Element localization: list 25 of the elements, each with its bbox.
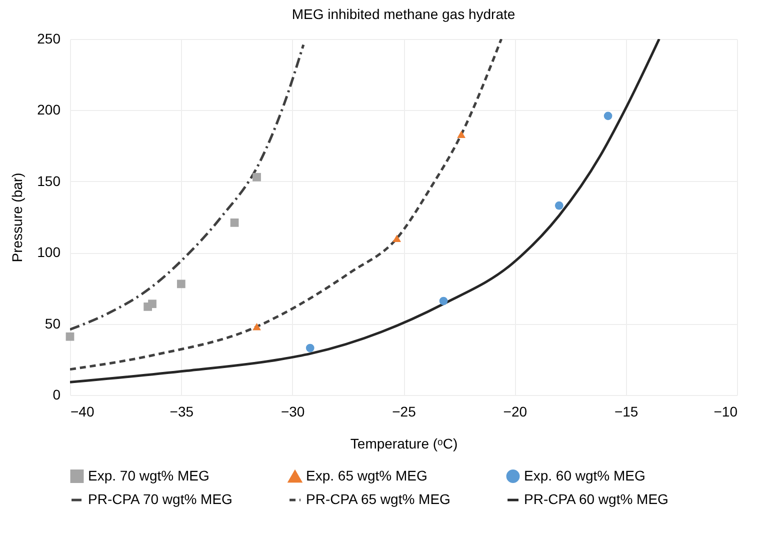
y-tick-label: 100 [37, 244, 61, 260]
x-axis-title: Temperature (ᵒC) [350, 436, 458, 452]
chart-title: MEG inhibited methane gas hydrate [292, 6, 516, 22]
x-tick-label: −40 [70, 404, 94, 420]
legend-label: PR-CPA 65 wgt% MEG [306, 491, 450, 507]
y-axis-title: Pressure (bar) [9, 172, 26, 262]
legend-label: PR-CPA 60 wgt% MEG [524, 491, 668, 507]
x-tick-label: −15 [614, 404, 638, 420]
line-series [70, 39, 503, 371]
legend-label: Exp. 60 wgt% MEG [524, 467, 646, 484]
y-tick-label: 50 [44, 315, 61, 332]
x-tick-label: −20 [503, 404, 528, 420]
x-tick-label: −30 [280, 404, 305, 420]
x-tick-label: −35 [170, 404, 194, 420]
x-tick-label: −10 [714, 404, 738, 420]
legend-label: Exp. 65 wgt% MEG [306, 468, 428, 484]
legend-label: Exp. 70 wgt% MEG [88, 467, 210, 484]
line-series [70, 43, 305, 331]
x-tick-label: −25 [392, 404, 416, 420]
legend-label: PR-CPA 70 wgt% MEG [88, 491, 232, 507]
y-tick-label: 200 [37, 102, 61, 118]
y-tick-label: 150 [37, 172, 61, 189]
y-tick-label: 250 [37, 30, 61, 46]
line-series [70, 39, 660, 384]
y-tick-label: 0 [52, 386, 61, 402]
